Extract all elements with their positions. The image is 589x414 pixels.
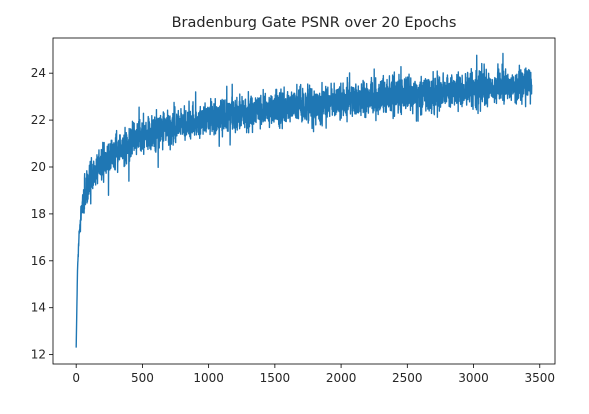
y-tick-label: 14 bbox=[31, 301, 46, 315]
y-tick-label: 18 bbox=[31, 207, 46, 221]
y-tick-label: 16 bbox=[31, 254, 46, 268]
x-axis: 0 500 1000 1500 2000 2500 3000 3500 bbox=[72, 364, 555, 385]
x-tick-label: 2000 bbox=[326, 371, 357, 385]
chart-title: Bradenburg Gate PSNR over 20 Epochs bbox=[172, 15, 457, 31]
y-tick-label: 22 bbox=[31, 113, 46, 127]
y-tick-label: 24 bbox=[31, 66, 46, 80]
y-tick-label: 20 bbox=[31, 160, 46, 174]
x-tick-label: 2500 bbox=[392, 371, 423, 385]
plot-frame bbox=[52, 37, 556, 365]
x-tick-label: 500 bbox=[131, 371, 154, 385]
x-tick-label: 0 bbox=[72, 371, 80, 385]
y-axis: 12 14 16 18 20 22 24 bbox=[31, 66, 53, 362]
psnr-series-line bbox=[75, 52, 533, 348]
series-layer bbox=[75, 52, 533, 348]
x-tick-label: 1500 bbox=[260, 371, 291, 385]
axes-frame bbox=[52, 37, 556, 365]
x-tick-label: 3500 bbox=[524, 371, 555, 385]
x-tick-label: 3000 bbox=[458, 371, 489, 385]
x-tick-label: 1000 bbox=[193, 371, 224, 385]
y-tick-label: 12 bbox=[31, 348, 46, 362]
